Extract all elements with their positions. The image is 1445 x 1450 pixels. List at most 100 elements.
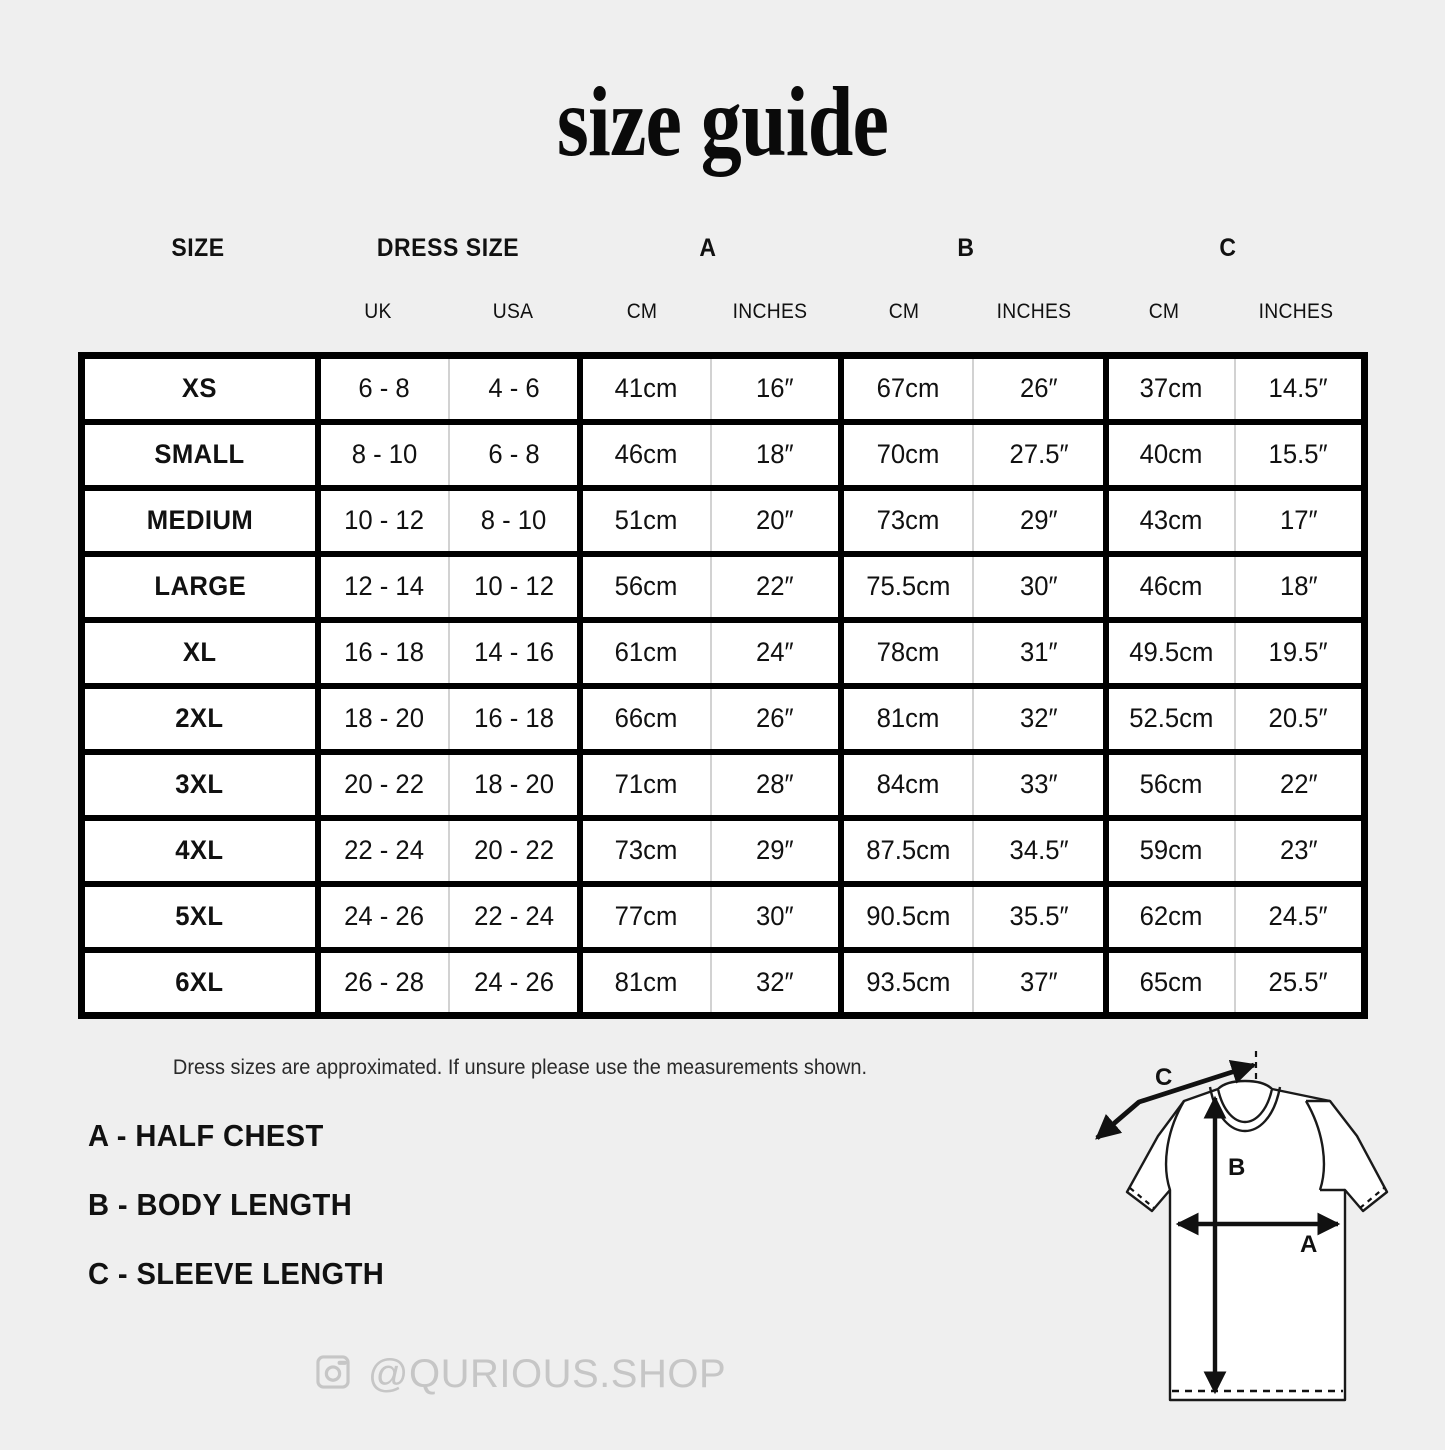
approximation-note: Dress sizes are approximated. If unsure … [172, 1056, 868, 1079]
arrow-sleeve-length [1095, 1059, 1257, 1140]
cell-b-inches: 33″ [973, 748, 1109, 818]
table-row: MEDIUM 10 - 12 8 - 10 51cm 20″ 73cm 29″ 43cm 17″ [81, 484, 1365, 554]
cell-a-inches: 26″ [710, 682, 845, 752]
table-row: 4XL 22 - 24 20 - 22 73cm 29″ 87.5cm 34.5″ 59cm 2… [81, 814, 1365, 884]
cell-c-cm: 65cm [1105, 946, 1237, 1016]
cell-a-inches: 32″ [710, 946, 845, 1016]
cell-a-cm: 41cm [580, 355, 712, 422]
cell-a-inches: 22″ [710, 550, 845, 620]
cell-a-cm: 81cm [580, 946, 712, 1016]
subheader-usa: USA [492, 300, 534, 323]
cell-c-cm: 37cm [1105, 355, 1237, 422]
cell-size: XS [81, 355, 321, 422]
cell-a-inches: 30″ [710, 880, 845, 950]
cell-b-cm: 70cm [841, 418, 975, 488]
header-c: C [1219, 234, 1237, 262]
cell-usa: 10 - 12 [448, 550, 584, 620]
cell-a-cm: 56cm [580, 550, 712, 620]
cell-c-inches: 17″ [1235, 484, 1365, 554]
page-title: size guide [556, 66, 889, 177]
cell-size: 2XL [81, 682, 321, 752]
cell-usa: 14 - 16 [448, 616, 584, 686]
cell-a-inches: 24″ [710, 616, 845, 686]
legend-item-b: B - BODY LENGTH [88, 1187, 353, 1222]
cell-uk: 16 - 18 [317, 616, 450, 686]
cell-size: 4XL [81, 814, 321, 884]
cell-c-cm: 46cm [1105, 550, 1237, 620]
cell-uk: 10 - 12 [317, 484, 450, 554]
cell-c-cm: 56cm [1105, 748, 1237, 818]
cell-b-inches: 37″ [973, 946, 1109, 1016]
table-row: LARGE 12 - 14 10 - 12 56cm 22″ 75.5cm 30″ 46cm 1… [81, 550, 1365, 620]
cell-b-cm: 75.5cm [841, 550, 975, 620]
subheader-a-inches: INCHES [732, 300, 808, 323]
cell-b-inches: 35.5″ [973, 880, 1109, 950]
cell-c-inches: 22″ [1235, 748, 1365, 818]
table-row: SMALL 8 - 10 6 - 8 46cm 18″ 70cm 27.5″ 40cm 15.5… [81, 418, 1365, 488]
measurement-legend: A - HALF CHEST B - BODY LENGTH C - SLEEV… [88, 1118, 648, 1325]
cell-b-cm: 87.5cm [841, 814, 975, 884]
cell-usa: 24 - 26 [448, 946, 584, 1016]
cell-uk: 6 - 8 [317, 355, 450, 422]
cell-b-inches: 29″ [973, 484, 1109, 554]
cell-a-cm: 66cm [580, 682, 712, 752]
cell-a-cm: 51cm [580, 484, 712, 554]
cell-size: SMALL [81, 418, 321, 488]
cell-size: XL [81, 616, 321, 686]
cell-a-inches: 29″ [710, 814, 845, 884]
table-row: 5XL 24 - 26 22 - 24 77cm 30″ 90.5cm 35.5″ 62cm 2… [81, 880, 1365, 950]
subheader-uk: UK [364, 300, 392, 323]
cell-a-cm: 77cm [580, 880, 712, 950]
cell-c-inches: 14.5″ [1235, 355, 1365, 422]
cell-b-cm: 84cm [841, 748, 975, 818]
cell-uk: 22 - 24 [317, 814, 450, 884]
diagram-label-a: A [1300, 1231, 1317, 1258]
watermark-handle: @QURIOUS.SHOP [367, 1352, 727, 1396]
cell-uk: 24 - 26 [317, 880, 450, 950]
cell-size: LARGE [81, 550, 321, 620]
cell-usa: 22 - 24 [448, 880, 584, 950]
subheader-a-cm: CM [626, 300, 658, 323]
cell-usa: 18 - 20 [448, 748, 584, 818]
table-row: 6XL 26 - 28 24 - 26 81cm 32″ 93.5cm 37″ 65cm 25.… [81, 946, 1365, 1016]
cell-b-cm: 93.5cm [841, 946, 975, 1016]
cell-size: 5XL [81, 880, 321, 950]
legend-item-c: C - SLEEVE LENGTH [88, 1256, 385, 1291]
header-size: SIZE [171, 234, 225, 262]
cell-size: MEDIUM [81, 484, 321, 554]
cell-b-inches: 34.5″ [973, 814, 1109, 884]
cell-b-cm: 67cm [841, 355, 975, 422]
cell-c-inches: 18″ [1235, 550, 1365, 620]
cell-c-inches: 25.5″ [1235, 946, 1365, 1016]
watermark: @QURIOUS.SHOP [0, 1352, 1040, 1397]
cell-a-inches: 18″ [710, 418, 845, 488]
cell-c-inches: 20.5″ [1235, 682, 1365, 752]
cell-uk: 8 - 10 [317, 418, 450, 488]
cell-usa: 4 - 6 [448, 355, 584, 422]
cell-usa: 8 - 10 [448, 484, 584, 554]
cell-b-cm: 90.5cm [841, 880, 975, 950]
cell-a-cm: 73cm [580, 814, 712, 884]
cell-uk: 20 - 22 [317, 748, 450, 818]
cell-b-cm: 73cm [841, 484, 975, 554]
table-row: 3XL 20 - 22 18 - 20 71cm 28″ 84cm 33″ 56cm 22″ [81, 748, 1365, 818]
legend-item-a: A - HALF CHEST [88, 1118, 324, 1153]
subheader-b-cm: CM [888, 300, 920, 323]
cell-b-cm: 81cm [841, 682, 975, 752]
cell-b-inches: 32″ [973, 682, 1109, 752]
cell-c-cm: 62cm [1105, 880, 1237, 950]
header-dress-size: DRESS SIZE [376, 234, 520, 262]
cell-c-cm: 52.5cm [1105, 682, 1237, 752]
cell-uk: 18 - 20 [317, 682, 450, 752]
cell-c-inches: 24.5″ [1235, 880, 1365, 950]
cell-b-cm: 78cm [841, 616, 975, 686]
right-sleeve-seam [1304, 1100, 1326, 1191]
cell-usa: 6 - 8 [448, 418, 584, 488]
instagram-icon [314, 1353, 352, 1396]
cell-a-cm: 61cm [580, 616, 712, 686]
cell-c-inches: 15.5″ [1235, 418, 1365, 488]
cell-b-inches: 30″ [973, 550, 1109, 620]
cell-c-inches: 23″ [1235, 814, 1365, 884]
cell-size: 6XL [81, 946, 321, 1016]
